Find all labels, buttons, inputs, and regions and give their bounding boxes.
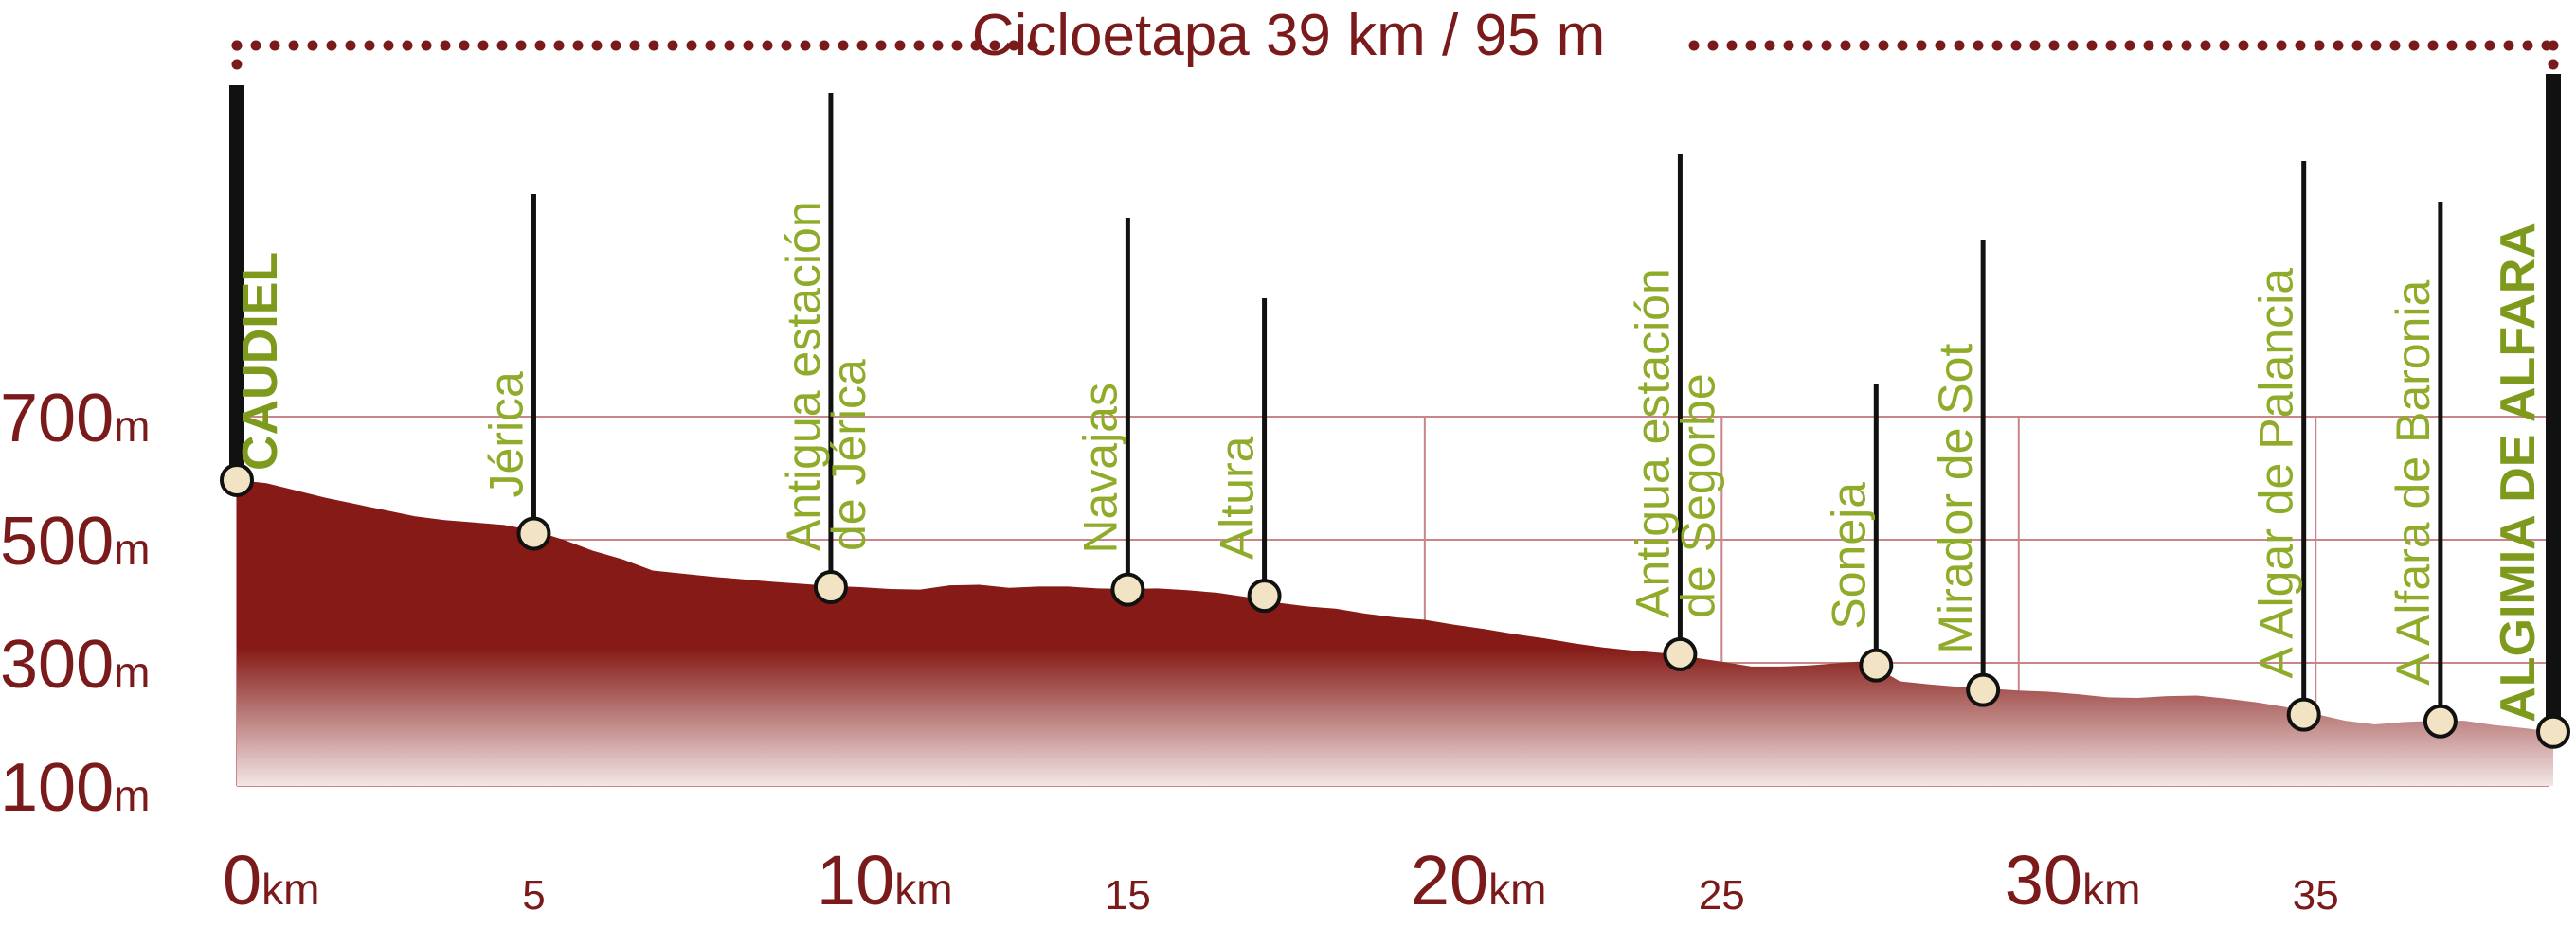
x-tick-label: 35 [2293, 872, 2339, 919]
waypoint-label: A Algar de Palancia [2250, 268, 2303, 679]
elevation-profile-area [237, 479, 2553, 786]
waypoint-marker [516, 516, 551, 551]
waypoint-label: Mirador de Sot [1929, 344, 1982, 654]
x-tick-label: 15 [1105, 872, 1151, 919]
waypoint-marker [1859, 648, 1894, 683]
y-tick-label: 700m [0, 381, 150, 456]
waypoint-label: Navajas [1073, 383, 1126, 554]
y-tick-label: 300m [0, 627, 150, 703]
waypoint-marker [1110, 572, 1145, 607]
waypoint-label: ALGIMIA DE ALFARA [2491, 223, 2546, 723]
waypoint-label: Soneja [1822, 482, 1875, 630]
x-tick-label: 25 [1699, 872, 1745, 919]
x-tick-label: 20km [1411, 841, 1547, 919]
waypoint-label: Altura [1211, 436, 1264, 560]
waypoint-marker [2423, 704, 2458, 739]
chart-title: Cicloetapa 39 km / 95 m [972, 3, 1606, 68]
title-bracket [231, 40, 2559, 87]
waypoint-label: Antigua estación [777, 201, 830, 551]
y-tick-label: 100m [0, 750, 150, 826]
y-tick-label: 500m [0, 504, 150, 580]
elevation-area [237, 479, 2553, 786]
y-axis: 700m 500m 300m 100m [0, 381, 150, 826]
waypoint-label: Antigua estación [1626, 268, 1679, 618]
waypoint-label: CAUDIEL [233, 252, 288, 471]
waypoint-marker [813, 570, 848, 605]
x-tick-label: 0km [223, 841, 319, 919]
waypoint-label: de Segorbe [1671, 373, 1724, 618]
waypoint-label: A Alfara de Baronia [2387, 279, 2440, 685]
waypoint-marker [1966, 672, 2001, 707]
waypoint-label: de Jérica [822, 359, 875, 551]
waypoint-marker [2536, 714, 2570, 749]
x-tick-label: 10km [817, 841, 953, 919]
waypoint-marker [2286, 697, 2321, 732]
waypoint-label: Jérica [479, 371, 532, 498]
x-tick-label: 30km [2005, 841, 2141, 919]
waypoint-marker [220, 462, 254, 497]
waypoint-marker [1663, 636, 1698, 671]
waypoint-marker [1247, 579, 1282, 614]
x-axis: 0km 5 10km 15 20km 25 30km 35 [223, 841, 2339, 919]
x-tick-label: 5 [522, 872, 545, 919]
